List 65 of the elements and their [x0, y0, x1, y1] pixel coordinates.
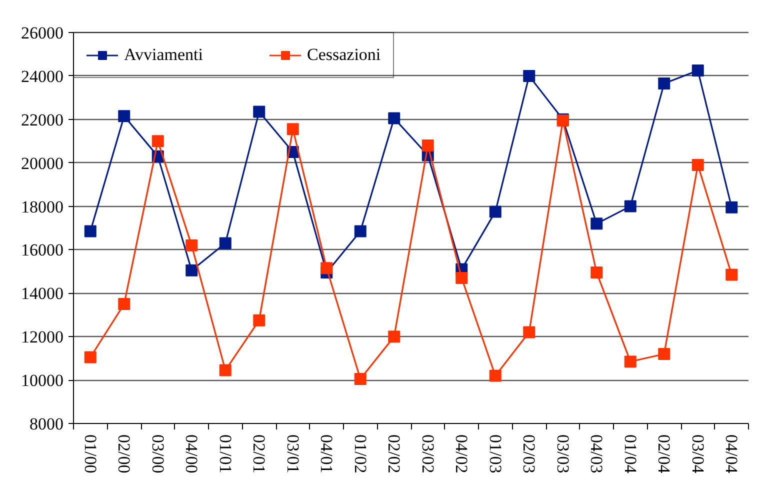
point — [692, 159, 704, 172]
legend-label: Avviamenti — [124, 45, 203, 65]
point — [523, 326, 536, 338]
x-tick-label: 02/04 — [654, 434, 674, 474]
x-tick-label: 04/01 — [317, 434, 336, 474]
x-tick-label: 03/02 — [418, 434, 438, 474]
x-tick-label: 02/02 — [384, 434, 404, 474]
x-tick-label: 02/00 — [114, 434, 134, 474]
point — [320, 262, 333, 274]
y-tick-label: 16000 — [21, 240, 64, 260]
x-tick-label: 01/01 — [216, 434, 235, 474]
x-tick-label: 04/00 — [182, 434, 202, 474]
point — [658, 348, 670, 360]
y-tick-label: 26000 — [21, 24, 64, 42]
point — [388, 112, 400, 124]
point — [590, 218, 603, 230]
y-tick-label: 10000 — [21, 371, 64, 390]
point — [523, 70, 536, 82]
point — [422, 139, 434, 152]
point — [590, 266, 603, 279]
point — [489, 370, 502, 382]
point — [692, 64, 704, 77]
point — [219, 237, 232, 250]
point — [456, 272, 468, 284]
x-tick-label: 01/00 — [80, 434, 100, 474]
y-tick-label: 14000 — [21, 284, 64, 304]
x-tick-label: 01/02 — [350, 434, 370, 474]
point — [253, 106, 266, 118]
point — [84, 351, 96, 364]
x-tick-label: 02/03 — [520, 434, 539, 474]
point — [354, 372, 366, 385]
x-tick-label: 04/04 — [722, 434, 742, 474]
y-tick-label: 12000 — [21, 328, 64, 347]
point — [354, 225, 366, 238]
x-tick-label: 03/00 — [148, 434, 168, 474]
x-tick-label: 02/01 — [250, 434, 269, 474]
point — [624, 356, 636, 368]
x-tick-label: 04/02 — [452, 434, 472, 474]
point — [219, 364, 232, 376]
point — [489, 206, 502, 218]
point — [624, 200, 636, 212]
x-tick-label: 03/01 — [283, 434, 302, 474]
y-tick-label: 24000 — [21, 66, 64, 86]
point — [186, 239, 198, 252]
point — [118, 298, 130, 310]
point — [118, 110, 130, 122]
point — [152, 135, 164, 148]
point — [726, 268, 738, 281]
y-tick-label: 8000 — [30, 414, 64, 434]
legend-label: Cessazioni — [307, 45, 381, 65]
point — [726, 201, 738, 214]
x-tick-label: 04/03 — [587, 434, 606, 474]
point — [286, 123, 299, 136]
point — [388, 330, 400, 343]
x-tick-label: 03/04 — [688, 434, 708, 474]
y-tick-label: 18000 — [21, 197, 64, 216]
y-tick-label: 22000 — [21, 110, 64, 130]
y-tick-label: 20000 — [21, 154, 64, 173]
point — [253, 314, 266, 326]
x-tick-label: 01/03 — [486, 434, 505, 474]
x-tick-label: 01/04 — [620, 434, 640, 474]
point — [186, 264, 198, 276]
x-tick-label: 03/03 — [553, 434, 572, 474]
point — [658, 78, 670, 90]
point — [84, 225, 96, 238]
